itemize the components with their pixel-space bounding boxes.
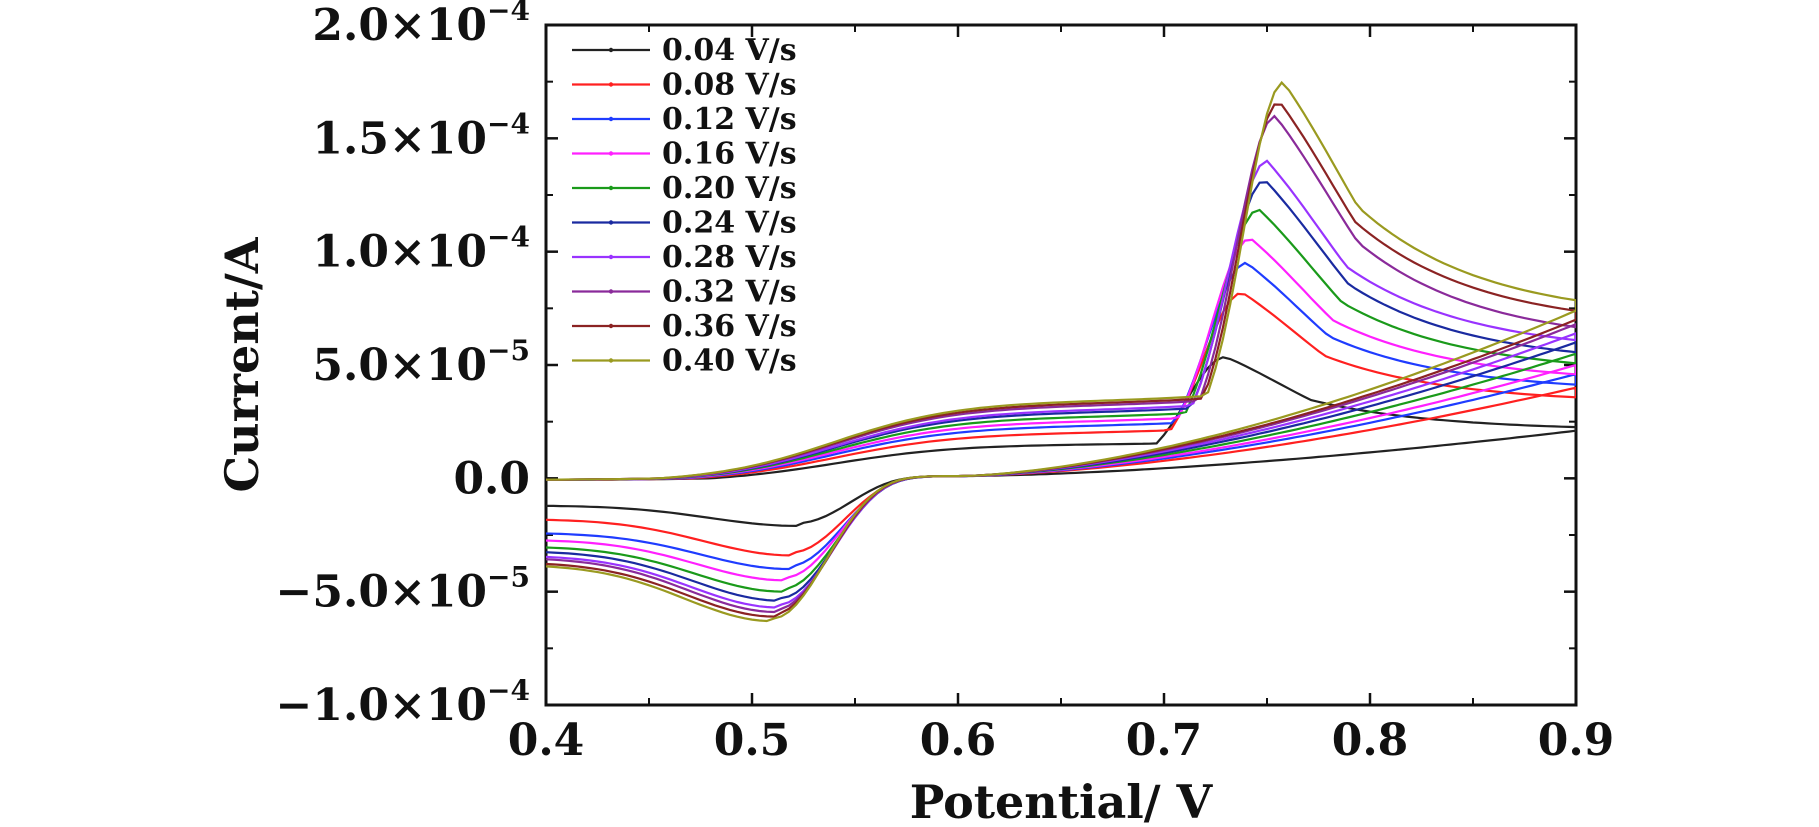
x-tick-label: 0.8 [1332, 715, 1409, 766]
y-tick-label: 1.0×10−4 [312, 221, 530, 278]
y-tick-labels: 2.0×10−4 1.5×10−4 1.0×10−4 5.0×10−5 0.0 −5.0×… [276, 0, 530, 731]
y-tick-label: 0.0 [453, 453, 530, 504]
legend: 0.04 V/s0.08 V/s0.12 V/s0.16 V/s0.20 V/s… [572, 33, 797, 379]
legend-label: 0.32 V/s [662, 275, 797, 310]
legend-label: 0.20 V/s [662, 171, 797, 206]
y-axis-title: Current/A [215, 236, 269, 492]
legend-label: 0.04 V/s [662, 33, 797, 68]
y-tick-label: −5.0×10−5 [276, 561, 530, 618]
y-tick-label: 5.0×10−5 [312, 334, 530, 391]
x-tick-label: 0.9 [1538, 715, 1615, 766]
legend-label: 0.08 V/s [662, 68, 797, 103]
x-tick-label: 0.6 [920, 715, 997, 766]
legend-label: 0.40 V/s [662, 344, 797, 379]
legend-label: 0.24 V/s [662, 206, 797, 241]
x-tick-label: 0.7 [1126, 715, 1203, 766]
legend-marker [608, 220, 614, 225]
tick-marks [544, 23, 1578, 707]
y-tick-label: 1.5×10−4 [312, 107, 530, 164]
legend-marker [608, 116, 614, 122]
legend-label: 0.16 V/s [662, 137, 797, 172]
series-line-1 [546, 356, 1576, 528]
legend-marker [608, 185, 614, 191]
legend-label: 0.12 V/s [662, 102, 797, 137]
legend-marker [608, 82, 614, 87]
y-tick-label: −1.0×10−4 [276, 674, 530, 731]
curves [546, 80, 1576, 623]
legend-marker [608, 289, 614, 294]
legend-marker [608, 254, 614, 260]
legend-marker [608, 151, 614, 156]
series-line-10 [546, 80, 1576, 623]
x-tick-label: 0.5 [714, 715, 791, 766]
y-tick-label: 2.0×10−4 [312, 0, 530, 51]
legend-marker [608, 358, 614, 363]
x-tick-labels: 0.4 0.5 0.6 0.7 0.8 0.9 [508, 715, 1615, 766]
x-tick-label: 0.4 [508, 715, 585, 766]
legend-marker [608, 323, 614, 329]
legend-marker [608, 47, 614, 53]
legend-label: 0.28 V/s [662, 240, 797, 275]
legend-label: 0.36 V/s [662, 309, 797, 344]
x-axis-title: Potential/ V [910, 775, 1214, 827]
